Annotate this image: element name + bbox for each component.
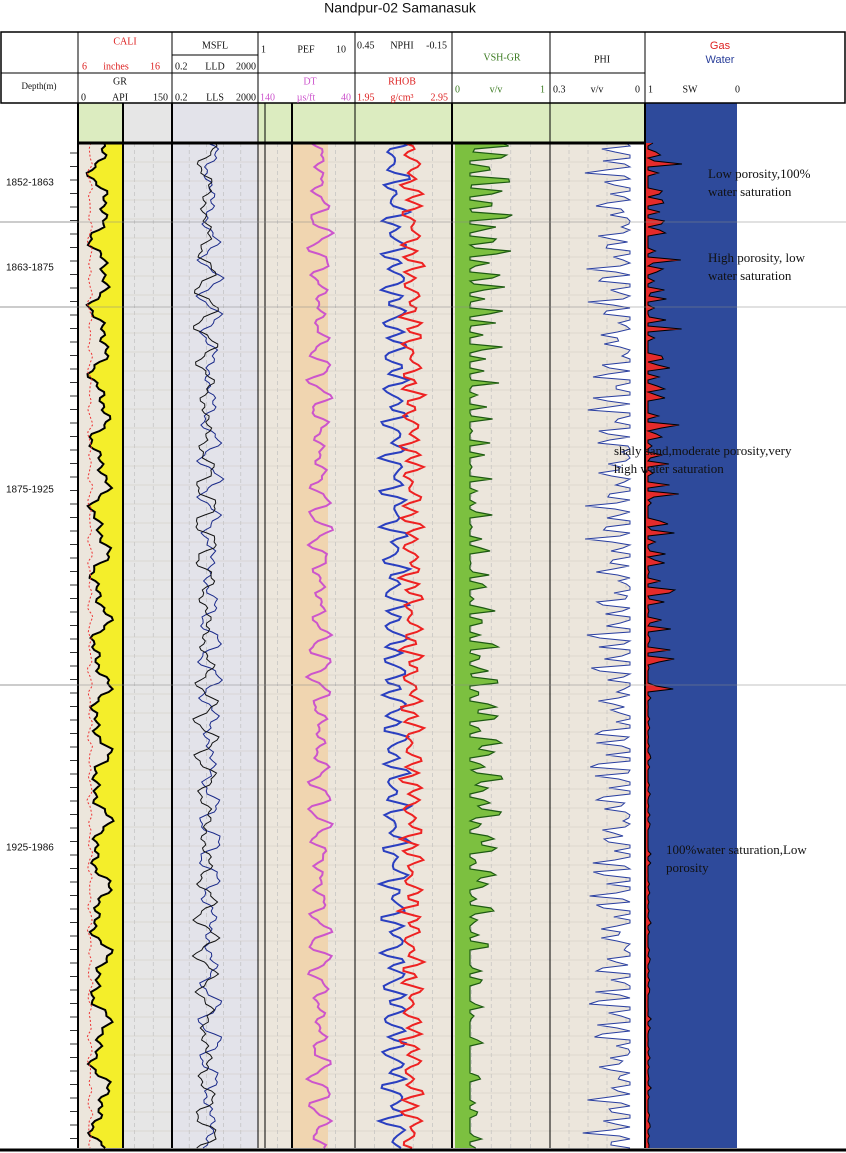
- header-label: Gas: [710, 40, 731, 52]
- header-label: 1.95: [357, 92, 375, 103]
- annotation: porosity: [666, 860, 709, 875]
- header-label: GR: [113, 76, 127, 87]
- header-label: 0: [81, 92, 86, 103]
- header-label: 150: [153, 92, 168, 103]
- gr-fill: [86, 143, 123, 1148]
- header-label: 1: [648, 84, 653, 95]
- vsh-curve: [468, 142, 513, 1149]
- lld-shade: [172, 103, 258, 1148]
- header-label: 2.95: [431, 92, 449, 103]
- header-label: 16: [150, 61, 160, 72]
- log-body: [0, 103, 846, 1152]
- annotation: 100%water saturation,Low: [666, 842, 807, 857]
- depth-interval: 1852-1863: [6, 178, 54, 189]
- lld-curve: [195, 142, 225, 1149]
- header-label: v/v: [490, 84, 503, 95]
- header-label: 0.45: [357, 40, 375, 51]
- header-label: Depth(m): [22, 81, 57, 91]
- gr-shade: [123, 103, 172, 1148]
- labels: 1852-1863 1863-1875 1875-1925 1925-1986 Low …: [6, 166, 811, 875]
- dt-curve: [304, 142, 336, 1149]
- annotation: high water saturation: [614, 461, 724, 476]
- header-label: RHOB: [388, 76, 416, 87]
- header-label: DT: [303, 76, 316, 87]
- header-label: Water: [706, 54, 735, 66]
- lls-curve: [191, 142, 221, 1149]
- sw-background: [645, 103, 737, 1148]
- header-label: 0: [455, 84, 460, 95]
- header-label: MSFL: [202, 40, 228, 51]
- rhob-curve: [395, 142, 428, 1149]
- header-label: 0.2: [175, 61, 188, 72]
- annotation: shaly sand,moderate porosity,very: [614, 443, 792, 458]
- header-label: VSH-GR: [483, 52, 521, 63]
- depth-interval: 1925-1986: [6, 843, 54, 854]
- header-label: API: [112, 92, 128, 103]
- header-label: 1: [540, 84, 545, 95]
- header-label: SW: [683, 84, 699, 95]
- header-label: NPHI: [390, 40, 413, 51]
- header-label: PHI: [594, 54, 610, 65]
- header-label: 10: [336, 44, 346, 55]
- annotation: water saturation: [708, 268, 792, 283]
- header-label: 6: [82, 61, 87, 72]
- phi-curve: [582, 142, 632, 1149]
- header-label: 0: [635, 84, 640, 95]
- header-label: inches: [103, 61, 129, 72]
- header-label: LLD: [205, 61, 224, 72]
- header-label: 2000: [236, 92, 256, 103]
- gr-curve: [85, 142, 115, 1149]
- annotation: High porosity, low: [708, 250, 806, 265]
- depth-interval: 1863-1875: [6, 263, 54, 274]
- header-label: PEF: [297, 44, 315, 55]
- header-label: 0.3: [553, 84, 566, 95]
- sw-curve: [646, 142, 683, 1149]
- vsh-fill: [455, 143, 513, 1148]
- header-box: [0, 31, 846, 104]
- header-label: 0: [735, 84, 740, 95]
- cali-curve: [86, 142, 94, 1149]
- header-label: 140: [260, 92, 275, 103]
- header-label: µs/ft: [297, 92, 316, 103]
- header-label: LLS: [206, 92, 224, 103]
- annotation: Low porosity,100%: [708, 166, 811, 181]
- header-label: 1: [261, 44, 266, 55]
- header-label: g/cm³: [391, 92, 414, 103]
- depth-interval: 1875-1925: [6, 485, 54, 496]
- header-label: -0.15: [426, 40, 447, 51]
- gr-fill-left: [78, 143, 114, 1148]
- figure-title: Nandpur-02 Samanasuk: [324, 0, 477, 16]
- nphi-curve: [375, 142, 414, 1149]
- header-label: CALI: [113, 36, 136, 47]
- annotation: water saturation: [708, 184, 792, 199]
- header: [0, 31, 846, 104]
- header-label: 2000: [236, 61, 256, 72]
- header-label: 40: [341, 92, 351, 103]
- header-label: v/v: [591, 84, 604, 95]
- header-label: 0.2: [175, 92, 188, 103]
